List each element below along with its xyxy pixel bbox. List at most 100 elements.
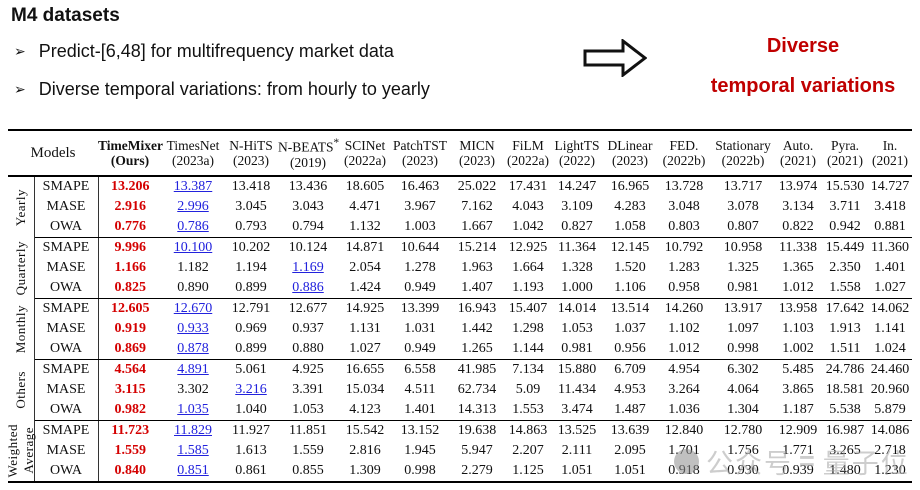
metric-label: SMAPE <box>34 359 99 380</box>
metric-value: 10.124 <box>288 240 328 255</box>
metric-value: 0.825 <box>98 278 162 299</box>
metric-value: 1.771 <box>782 443 814 458</box>
metric-value: 12.925 <box>508 240 548 255</box>
metric-value: 3.048 <box>668 199 700 214</box>
metric-label: OWA <box>34 278 99 299</box>
metric-value: 0.969 <box>235 321 267 336</box>
metric-value: 2.095 <box>614 443 646 458</box>
metric-value: 1.182 <box>177 260 209 275</box>
metric-value: 6.302 <box>727 362 759 377</box>
bullet-item: ➢ Predict-[6,48] for multifrequency mark… <box>14 41 394 62</box>
metric-value: 10.958 <box>723 240 763 255</box>
metric-value: 4.283 <box>614 199 646 214</box>
metric-value: 6.709 <box>614 362 646 377</box>
metric-value: 5.879 <box>868 400 912 421</box>
metric-value: 9.996 <box>114 240 147 255</box>
metric-value: 13.399 <box>400 301 440 316</box>
metric-value: 0.939 <box>782 463 814 478</box>
metric-value: 0.982 <box>98 400 162 421</box>
bullet-text: Predict-[6,48] for multifrequency market… <box>38 41 394 61</box>
metric-value: 16.965 <box>610 179 650 194</box>
metric-value: 11.927 <box>232 423 270 438</box>
metric-value: 1.042 <box>506 217 550 238</box>
metric-value: 5.485 <box>782 362 814 377</box>
metric-value: 0.786 <box>162 217 224 238</box>
metric-value: 17.642 <box>825 301 865 316</box>
metric-value: 24.786 <box>825 362 865 377</box>
metric-value: 13.387 <box>173 179 213 194</box>
metric-value: 14.871 <box>345 240 385 255</box>
metric-value: 1.193 <box>506 278 550 299</box>
metric-value: 2.718 <box>874 443 906 458</box>
metric-value: 1.304 <box>712 400 774 421</box>
metric-value: 1.051 <box>561 463 593 478</box>
metric-value: 0.919 <box>114 321 147 336</box>
metric-value: 0.794 <box>278 217 338 238</box>
metric-value: 4.064 <box>727 382 759 397</box>
metric-value: 1.027 <box>868 278 912 299</box>
metric-value: 7.162 <box>461 199 493 214</box>
metric-value: 2.916 <box>114 199 147 214</box>
bullet-item: ➢ Diverse temporal variations: from hour… <box>14 79 430 100</box>
metric-value: 3.391 <box>292 382 324 397</box>
models-header: Models <box>8 130 98 177</box>
metric-value: 12.145 <box>610 240 650 255</box>
metric-value: 1.701 <box>668 443 700 458</box>
metric-value: 1.053 <box>278 400 338 421</box>
results-table-wrap: Models TimeMixer (Ours) TimesNet (2023a) N-Hi… <box>5 129 912 483</box>
metric-value: 12.677 <box>288 301 328 316</box>
model-column-header: TimesNet (2023a) <box>162 130 224 177</box>
metric-value: 1.012 <box>774 278 822 299</box>
metric-value: 1.328 <box>561 260 593 275</box>
group-label: Quarterly <box>8 237 35 299</box>
metric-value: 16.943 <box>457 301 497 316</box>
metric-value: 0.869 <box>98 339 162 360</box>
metric-value: 1.166 <box>114 260 147 275</box>
metric-value: 5.061 <box>235 362 267 377</box>
model-column-header: Auto. (2021) <box>774 130 822 177</box>
metric-value: 1.144 <box>506 339 550 360</box>
callout-line: temporal variations <box>710 75 896 97</box>
metric-value: 3.045 <box>235 199 267 214</box>
metric-value: 11.723 <box>111 423 150 438</box>
metric-label: MASE <box>34 380 99 400</box>
metric-value: 3.264 <box>668 382 700 397</box>
metric-value: 2.054 <box>349 260 381 275</box>
metric-value: 13.639 <box>610 423 650 438</box>
metric-value: 6.558 <box>404 362 436 377</box>
metric-value: 1.053 <box>561 321 593 336</box>
metric-value: 1.553 <box>506 400 550 421</box>
metric-value: 1.585 <box>177 443 209 458</box>
metric-value: 0.937 <box>292 321 324 336</box>
metric-value: 1.613 <box>235 443 267 458</box>
metric-value: 20.960 <box>870 382 910 397</box>
model-column-header: PatchTST (2023) <box>392 130 448 177</box>
metric-value: 13.514 <box>610 301 650 316</box>
metric-value: 11.434 <box>558 382 596 397</box>
metric-value: 1.003 <box>392 217 448 238</box>
metric-value: 4.953 <box>614 382 646 397</box>
metric-value: 14.062 <box>870 301 910 316</box>
metric-value: 10.100 <box>173 240 213 255</box>
metric-value: 2.207 <box>512 443 544 458</box>
metric-value: 1.106 <box>604 278 656 299</box>
metric-label: MASE <box>34 319 99 339</box>
metric-value: 11.851 <box>289 423 327 438</box>
metric-value: 0.958 <box>656 278 712 299</box>
metric-value: 1.000 <box>550 278 604 299</box>
metric-value: 1.559 <box>292 443 324 458</box>
metric-value: 4.925 <box>292 362 324 377</box>
metric-value: 16.463 <box>400 179 440 194</box>
metric-value: 1.401 <box>392 400 448 421</box>
metric-value: 1.664 <box>512 260 544 275</box>
metric-value: 13.717 <box>723 179 763 194</box>
metric-value: 16.655 <box>345 362 385 377</box>
metric-value: 0.840 <box>114 463 147 478</box>
metric-value: 1.511 <box>822 339 868 360</box>
model-column-header: Pyra. (2021) <box>822 130 868 177</box>
metric-value: 1.424 <box>338 278 392 299</box>
group-label: Yearly <box>8 176 35 238</box>
page-title: M4 datasets <box>11 5 120 26</box>
metric-value: 12.840 <box>664 423 704 438</box>
metric-value: 15.034 <box>345 382 385 397</box>
